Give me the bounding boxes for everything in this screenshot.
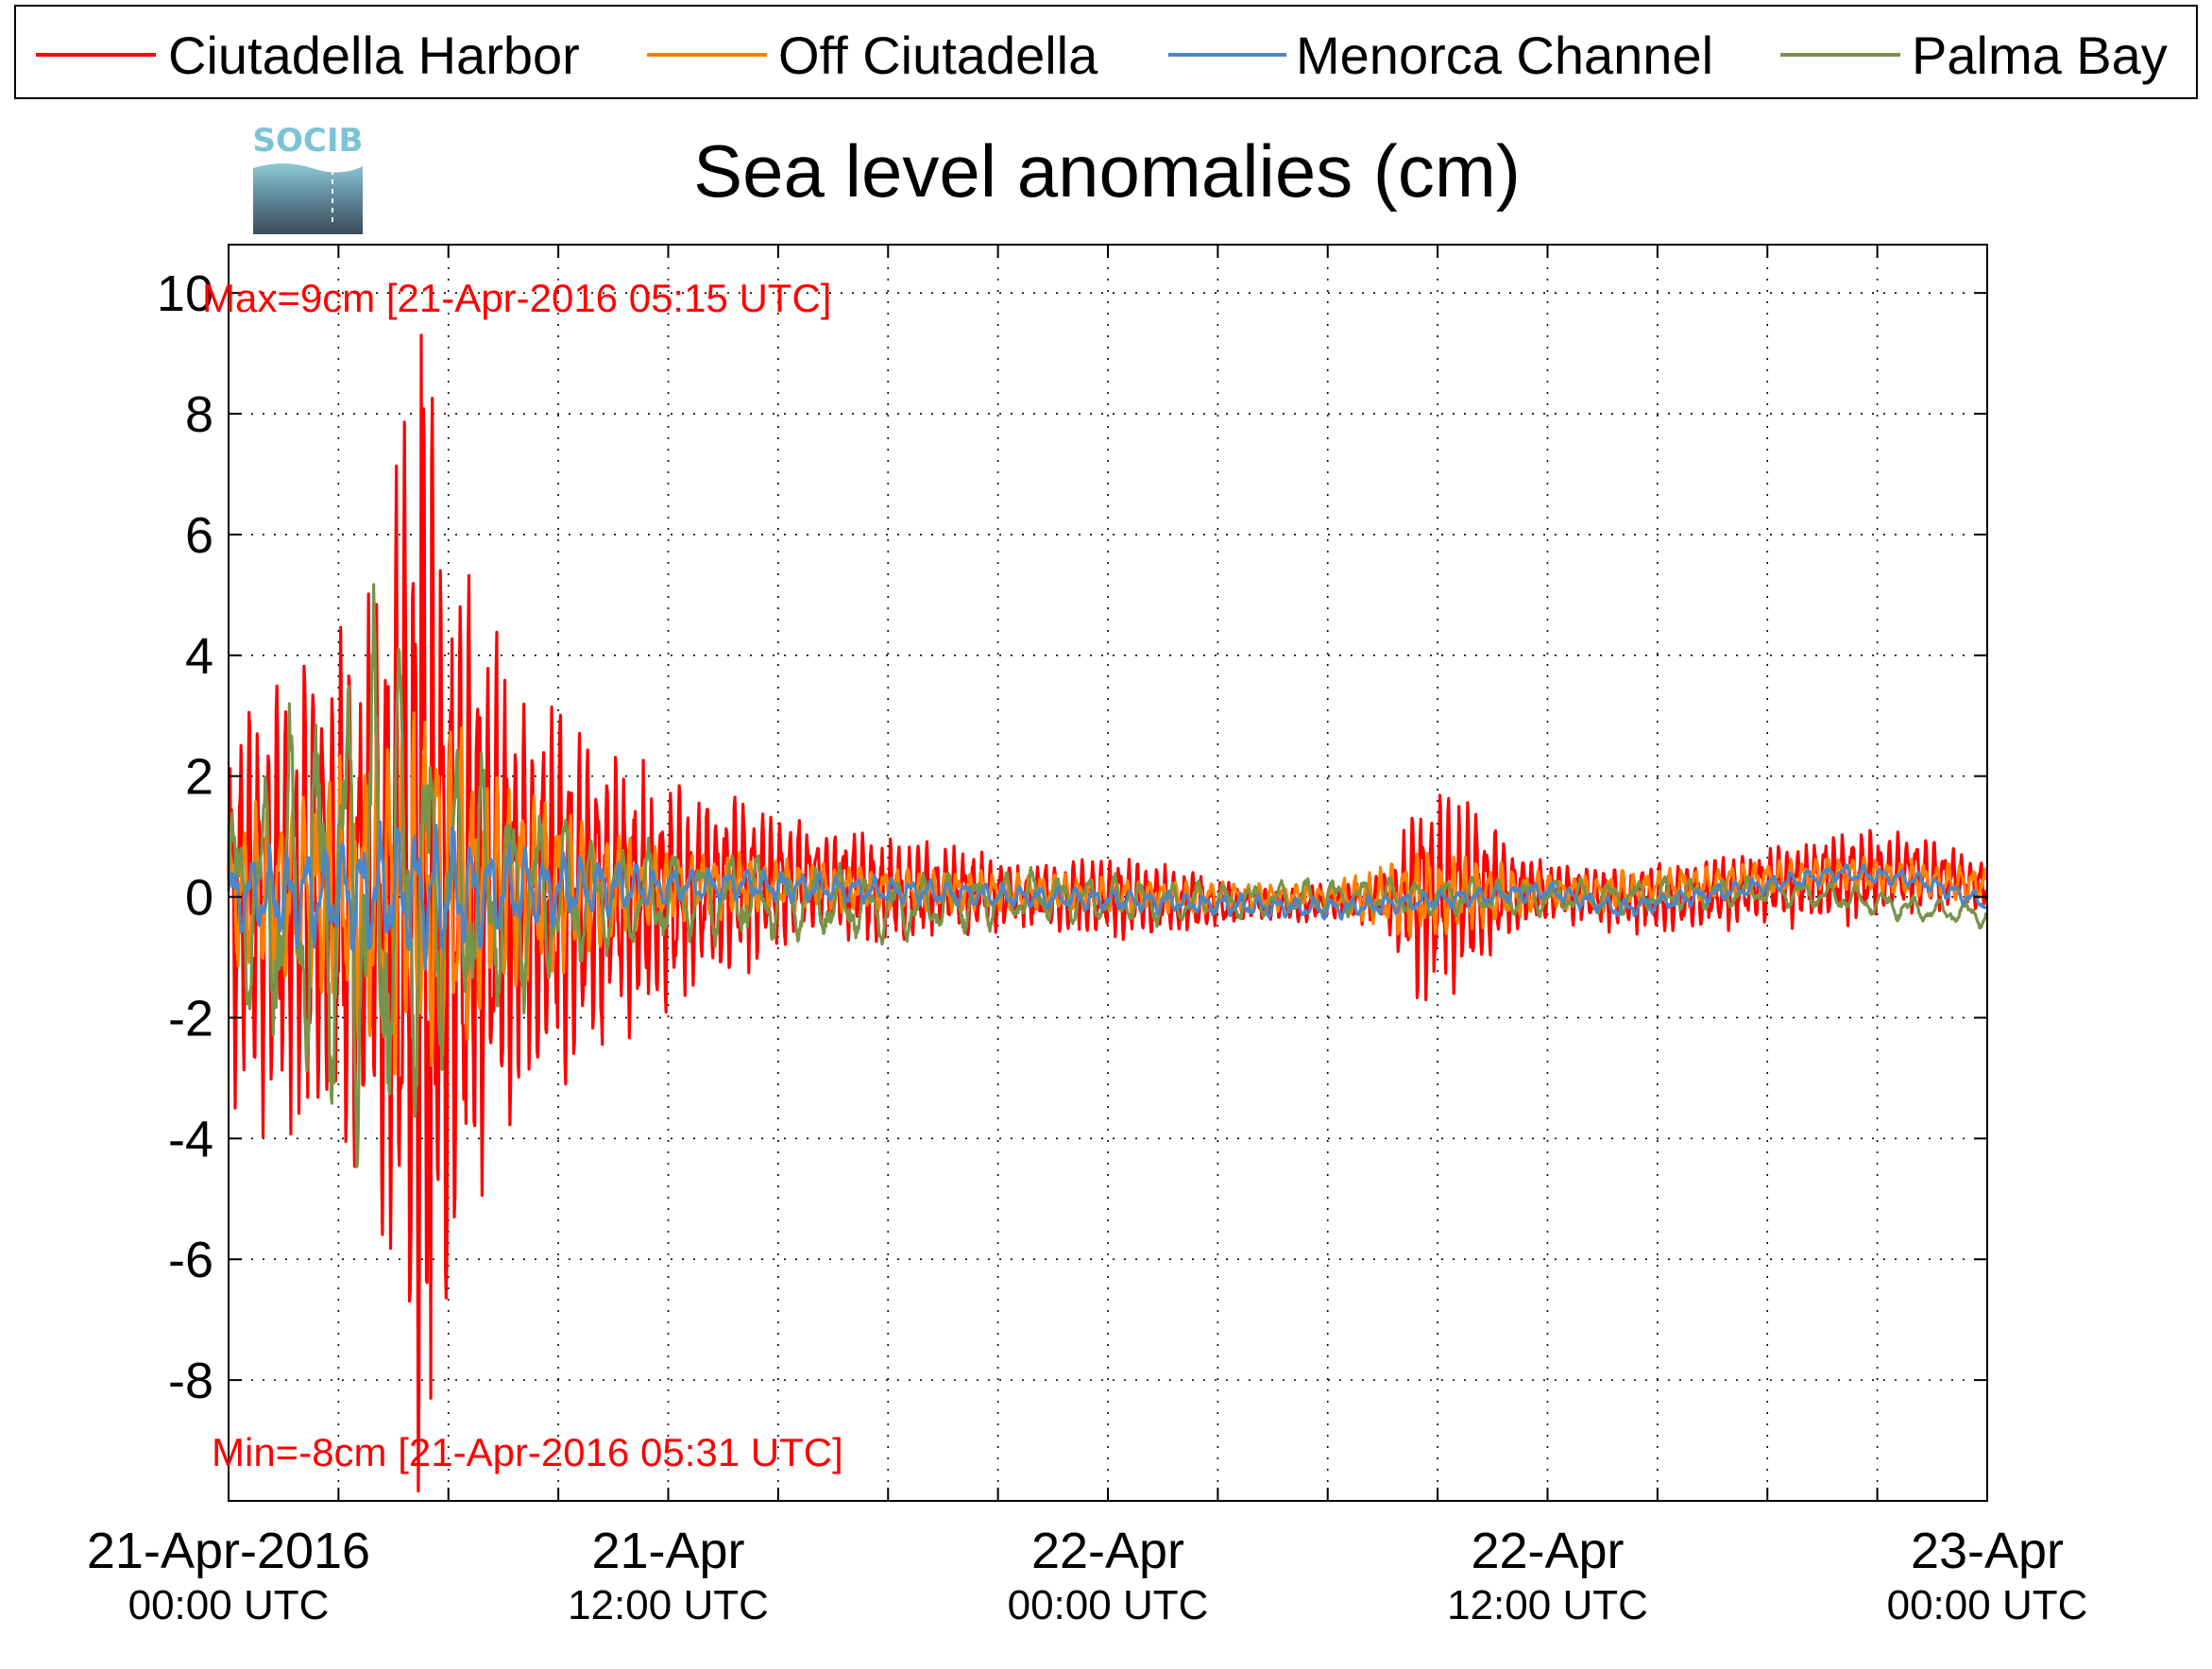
socib-logo-text: SOCIB bbox=[253, 122, 364, 160]
y-tick-label: -2 bbox=[168, 990, 213, 1047]
y-tick-label: 0 bbox=[185, 870, 213, 927]
x-tick-date-label: 22-Apr bbox=[1471, 1523, 1624, 1579]
x-tick-date-label: 21-Apr-2016 bbox=[87, 1523, 370, 1579]
legend: Ciutadella Harbor Off Ciutadella Menorca… bbox=[14, 5, 2198, 99]
x-tick-date-label: 23-Apr bbox=[1911, 1523, 2064, 1579]
axis-ticks bbox=[228, 245, 1988, 1501]
x-tick-time-label: 00:00 UTC bbox=[1008, 1582, 1209, 1628]
data-series bbox=[227, 333, 1988, 1493]
y-tick-label: -4 bbox=[168, 1111, 213, 1167]
y-tick-label: 8 bbox=[185, 386, 213, 443]
y-tick-label: -6 bbox=[168, 1232, 213, 1288]
y-tick-label: 4 bbox=[185, 628, 213, 685]
max-annotation: Max=9cm [21-Apr-2016 05:15 UTC] bbox=[202, 276, 831, 320]
legend-label-off-ciutadella: Off Ciutadella bbox=[778, 26, 1098, 85]
x-tick-time-label: 12:00 UTC bbox=[568, 1582, 769, 1628]
y-tick-label: 10 bbox=[157, 265, 213, 322]
y-tick-label: 2 bbox=[185, 749, 213, 806]
series-line-menorca-channel bbox=[227, 820, 1988, 972]
legend-label-menorca-channel: Menorca Channel bbox=[1296, 26, 1713, 85]
y-tick-label: -8 bbox=[168, 1353, 213, 1409]
legend-label-palma-bay: Palma Bay bbox=[1912, 26, 2168, 85]
y-tick-labels: 10 8 6 4 2 0 -2 -4 -6 -8 bbox=[157, 265, 213, 1409]
x-tick-time-label: 00:00 UTC bbox=[128, 1582, 330, 1628]
x-tick-date-label: 21-Apr bbox=[591, 1523, 744, 1579]
legend-frame bbox=[14, 5, 2198, 99]
x-tick-time-label: 12:00 UTC bbox=[1447, 1582, 1648, 1628]
chart-title: Sea level anomalies (cm) bbox=[693, 129, 1521, 213]
series-line-palma-bay bbox=[227, 583, 1988, 1168]
x-tick-time-label: 00:00 UTC bbox=[1887, 1582, 2088, 1628]
x-tick-date-label: 22-Apr bbox=[1031, 1523, 1184, 1579]
min-annotation: Min=-8cm [21-Apr-2016 05:31 UTC] bbox=[212, 1430, 843, 1474]
socib-logo: SOCIB bbox=[253, 122, 364, 234]
legend-label-ciutadella-harbor: Ciutadella Harbor bbox=[168, 26, 580, 85]
y-tick-label: 6 bbox=[185, 507, 213, 564]
